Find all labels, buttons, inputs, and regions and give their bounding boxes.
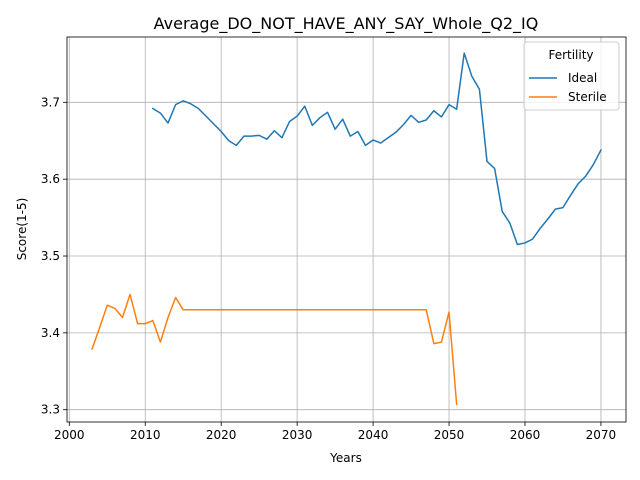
x-tick-label: 2020 (206, 428, 237, 442)
chart-title: Average_DO_NOT_HAVE_ANY_SAY_Whole_Q2_IQ (154, 14, 539, 34)
y-tick-label: 3.7 (41, 95, 60, 109)
legend-box (523, 41, 620, 111)
x-tick-label: 2040 (358, 428, 389, 442)
legend-label-sterile: Sterile (568, 90, 607, 104)
legend-label-ideal: Ideal (568, 71, 597, 85)
y-axis: 3.3 3.4 3.5 3.6 3.7 (41, 95, 67, 417)
x-tick-label: 2070 (586, 428, 617, 442)
y-tick-label: 3.6 (41, 172, 60, 186)
x-tick-label: 2000 (54, 428, 85, 442)
legend-title: Fertility (548, 48, 593, 62)
y-tick-label: 3.4 (41, 326, 60, 340)
plot-frame (66, 36, 627, 423)
x-axis-label: Years (329, 451, 362, 465)
series-group (91, 52, 602, 406)
x-tick-label: 2050 (434, 428, 465, 442)
legend: Fertility Ideal Sterile (523, 41, 620, 111)
x-axis: 2000 2010 2020 2030 2040 2050 2060 2070 (54, 422, 616, 442)
y-axis-label: Score(1-5) (15, 198, 29, 261)
x-tick-label: 2010 (130, 428, 161, 442)
series-line-ideal (151, 52, 602, 246)
y-tick-label: 3.5 (41, 249, 60, 263)
x-tick-label: 2060 (510, 428, 541, 442)
y-tick-label: 3.3 (41, 403, 60, 417)
series-line-sterile (91, 293, 458, 406)
x-tick-label: 2030 (282, 428, 313, 442)
